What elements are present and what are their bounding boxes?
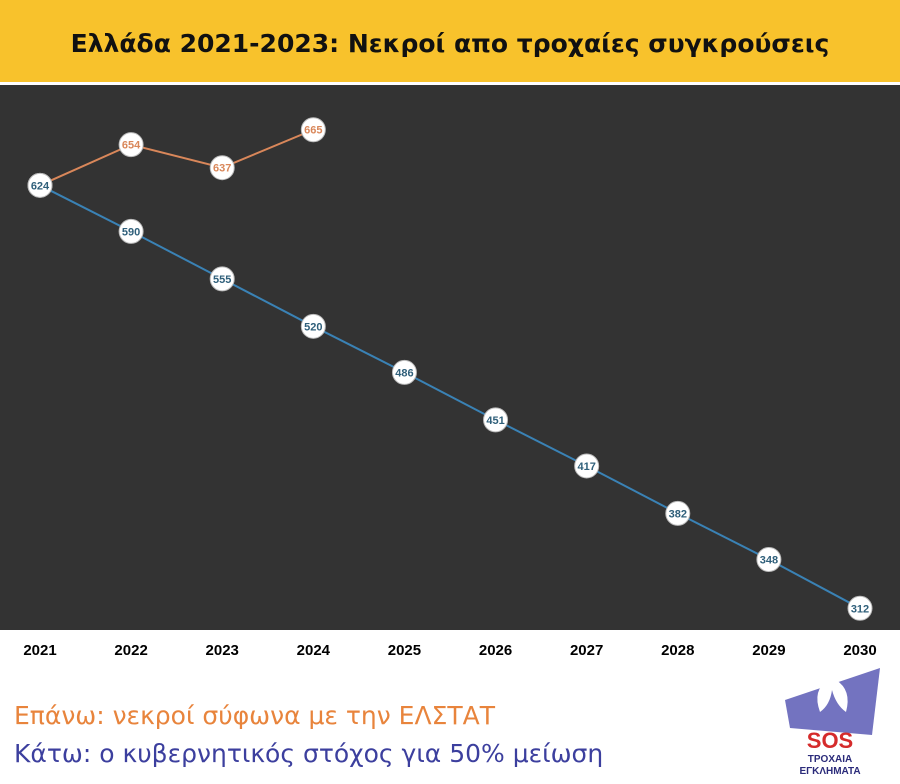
x-tick-label: 2021 — [23, 642, 56, 659]
logo-text: SOS — [807, 728, 853, 753]
x-tick-label: 2027 — [570, 642, 603, 659]
data-label: 486 — [395, 367, 413, 379]
x-tick-label: 2026 — [479, 642, 512, 659]
point — [391, 359, 417, 385]
point — [300, 117, 326, 143]
data-label: 555 — [213, 274, 231, 286]
point — [847, 595, 873, 621]
x-tick-label: 2024 — [297, 642, 331, 659]
point — [118, 132, 144, 158]
data-label: 382 — [669, 508, 687, 520]
data-label: 665 — [304, 125, 322, 137]
series-line — [39, 128, 314, 187]
x-tick-label: 2022 — [114, 642, 147, 659]
x-tick-label: 2025 — [388, 642, 421, 659]
data-label: 451 — [486, 415, 504, 427]
logo: SOS ΤΡΟΧΑΙΑ ΕΓΚΛΗΜΑΤΑ — [785, 668, 880, 777]
legend-entry: Επάνω: νεκροί σύφωνα με την ΕΛΣΤΑΤ — [14, 701, 496, 730]
logo-text: ΕΓΚΛΗΜΑΤΑ — [799, 766, 860, 777]
x-tick-label: 2023 — [206, 642, 239, 659]
data-label: 590 — [122, 226, 140, 238]
x-tick-label: 2029 — [752, 642, 785, 659]
plot-area — [0, 85, 900, 630]
chart-title: Ελλάδα 2021-2023: Νεκροί απο τροχαίες συ… — [71, 29, 830, 58]
point — [300, 313, 326, 339]
point — [27, 172, 53, 198]
data-label: 348 — [760, 555, 778, 567]
data-label: 624 — [31, 180, 50, 192]
logo-text: ΤΡΟΧΑΙΑ — [808, 754, 852, 765]
data-label: 312 — [851, 603, 869, 615]
x-tick-label: 2028 — [661, 642, 694, 659]
point — [574, 453, 600, 479]
point — [209, 155, 235, 181]
data-label: 654 — [122, 140, 141, 152]
point — [209, 266, 235, 292]
point — [483, 407, 509, 433]
point — [756, 547, 782, 573]
data-label: 417 — [577, 461, 595, 473]
x-tick-label: 2030 — [843, 642, 876, 659]
data-label: 520 — [304, 321, 322, 333]
title-band — [0, 0, 900, 82]
series-line — [39, 184, 861, 610]
logo-butterfly — [817, 680, 848, 712]
logo-shape — [785, 668, 880, 735]
point — [118, 218, 144, 244]
data-label: 637 — [213, 163, 231, 175]
point — [665, 500, 691, 526]
legend-entry: Κάτω: ο κυβερνητικός στόχος για 50% μείω… — [14, 739, 603, 768]
